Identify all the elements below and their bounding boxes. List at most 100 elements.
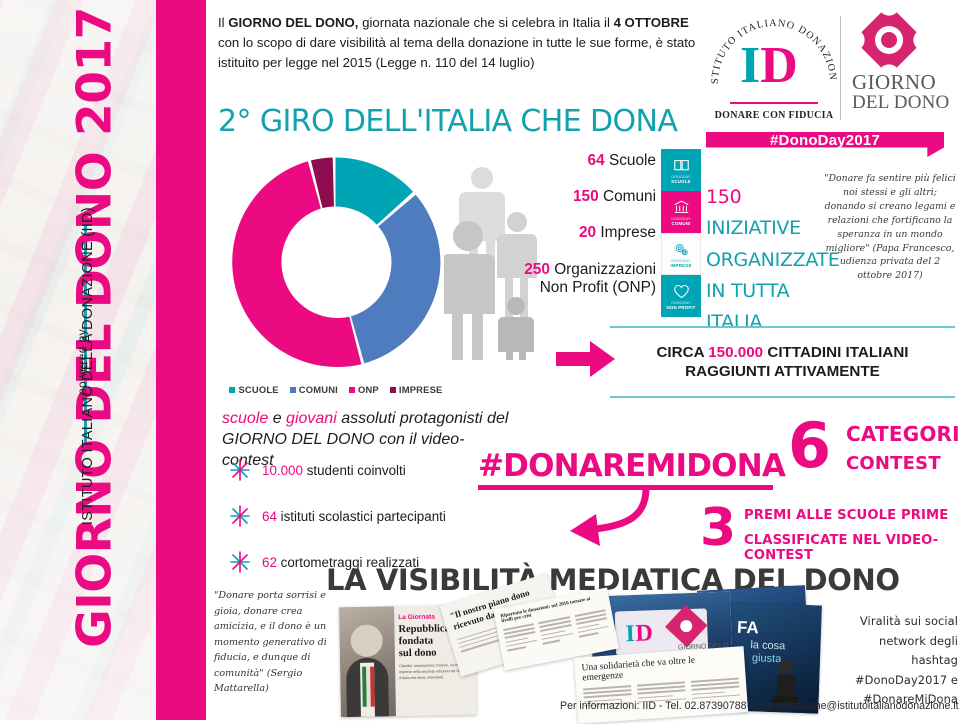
- bullet-number-2: 64: [262, 508, 277, 524]
- intro-text-a: Il: [218, 15, 229, 30]
- list-item-text: 62 cortometraggi realizzati: [262, 555, 419, 570]
- bullet-label-3: cortometraggi realizzati: [276, 554, 420, 570]
- viralita-social-text: Viralità sui social network degli hashta…: [840, 612, 958, 710]
- stat-label-scuole: Scuole: [608, 152, 656, 169]
- list-item: 64 istituti scolastici partecipanti: [228, 504, 528, 528]
- iid-rule: [730, 102, 818, 104]
- contest-three-line-2: CLASSIFICATE NEL VIDEO-CONTEST: [744, 533, 939, 563]
- circa-rule-top: [610, 326, 955, 329]
- badge-label-scuole: SCUOLE: [671, 178, 691, 184]
- badge-top-comuni: DONODAY: [671, 216, 691, 221]
- badge-label-non-profit: NON PROFIT: [666, 304, 696, 310]
- sidebar-divider-line: [84, 215, 87, 443]
- footer-contact-info: Per informazioni: IID - Tel. 02.87390788…: [560, 700, 959, 712]
- contest-number-six: 6: [788, 409, 832, 482]
- asterisk-star-icon: [230, 459, 250, 481]
- press-clip-solidarieta: Una solidarietà che va oltre le emergenz…: [573, 646, 749, 724]
- badge-label-comuni: COMUNI: [671, 220, 691, 226]
- svg-text:I: I: [625, 621, 635, 647]
- iniziative-word-1: INIZIATIVE: [706, 217, 801, 240]
- gdd-wordmark: GIORNO DEL DONO: [852, 70, 950, 114]
- press-clip-repubblica: La Giornata Repubblica fondata sul dono …: [339, 604, 477, 718]
- bullet-number-1: 10.000: [262, 462, 303, 478]
- badge-top-non-profit: DONODAY: [671, 300, 691, 305]
- viralita-line-4: #DonoDay2017 e: [855, 672, 958, 687]
- badge-label-imprese: IMPRESE: [670, 262, 692, 268]
- viralita-line-1: Viralità sui social: [859, 614, 958, 628]
- badge-non-profit: DONODAY NON PROFIT: [661, 275, 701, 317]
- svg-text:giusta: giusta: [752, 652, 783, 665]
- lead-word-rest: assoluti protagonisti del: [336, 410, 509, 427]
- legend-item-comuni: COMUNI: [289, 384, 338, 395]
- giorno-del-dono-logo: GIORNO DEL DONO: [852, 8, 950, 128]
- badge-top-imprese: DONODAY: [671, 258, 691, 263]
- section-heading-giro: 2° GIRO DELL'ITALIA CHE DONA: [218, 104, 678, 139]
- lead-word-e: e: [268, 410, 287, 427]
- intro-text-c: giornata nazionale che si celebra in Ita…: [358, 15, 614, 30]
- people-silhouettes-icon: [444, 167, 537, 360]
- viralita-line-5: #DonareMiDona: [862, 692, 958, 707]
- contest-number-three: 3: [700, 498, 737, 558]
- press-clip-photo: [339, 606, 396, 718]
- asterisk-star-icon: [230, 505, 250, 527]
- badge-comuni: DONODAY COMUNI: [661, 191, 701, 233]
- tv-stage-figures-2: FA la cosa giusta: [737, 618, 799, 704]
- list-item-text: 64 istituti scolastici partecipanti: [262, 509, 446, 524]
- bullet-list: 10.000 studenti coinvolti 64 istituti sc…: [228, 458, 528, 596]
- iniziative-block: 150 INIZIATIVE ORGANIZZATE IN TUTTA ITAL…: [706, 182, 840, 339]
- donut-chart: [218, 150, 453, 375]
- legend-swatch-imprese: [389, 386, 396, 393]
- stat-row-imprese: 20 Imprese: [470, 224, 656, 242]
- legend-label-scuole: SCUOLE: [238, 384, 279, 395]
- viralita-line-2: network degli: [879, 633, 958, 648]
- contest-six-line-1: CATEGORIE: [846, 422, 960, 446]
- stat-label-onp: Organizzazioni: [554, 260, 656, 278]
- circa-number: 150.000: [708, 343, 764, 361]
- contest-three-line-1: PREMI ALLE SCUOLE PRIME: [744, 508, 949, 523]
- press-clippings: FA la cosa giusta I D GIORNO DEL D: [330, 573, 822, 724]
- papa-francesco-quote: "Donare fa sentire più felici noi stessi…: [824, 173, 956, 282]
- mattarella-photo-figure: [346, 624, 389, 718]
- donut-chart-svg: [232, 157, 441, 368]
- circa-rule-bottom: [610, 395, 955, 398]
- stat-number-imprese: 20: [578, 224, 597, 242]
- legend-label-onp: ONP: [357, 384, 379, 395]
- donoday-hashtag-banner: #DonoDay2017: [706, 132, 944, 157]
- intro-paragraph: Il GIORNO DEL DONO, giornata nazionale c…: [218, 13, 698, 73]
- gdd-line-2: DEL DONO: [852, 92, 950, 114]
- stat-label-imprese: Imprese: [600, 224, 656, 242]
- lead-word-giovani: giovani: [286, 410, 337, 427]
- contest-three-labels: PREMI ALLE SCUOLE PRIME CLASSIFICATE NEL…: [744, 508, 960, 563]
- gears-icon: [675, 243, 688, 255]
- legend-swatch-onp: [348, 386, 355, 393]
- iniziative-line-2: ORGANIZZATE: [706, 248, 840, 271]
- circa-pre: CIRCA: [656, 343, 709, 361]
- circa-line-1: CIRCA 150.000 CITTADINI ITALIANI: [656, 343, 908, 362]
- legend-item-scuole: SCUOLE: [229, 384, 279, 395]
- contest-six-labels: CATEGORIE CONTEST: [846, 422, 960, 474]
- arrow-right-icon: [556, 341, 615, 377]
- stat-number-onp: 250: [524, 260, 550, 278]
- donut-slice-comuni: [350, 194, 441, 364]
- badge-top-scuole: DONODAY: [671, 174, 691, 179]
- category-badges: DONODAY SCUOLE DONODAY COMUNI DONODAY IM…: [661, 149, 701, 317]
- pink-accent-stripe: [156, 0, 206, 720]
- chart-legend: SCUOLE COMUNI ONP IMPRESE: [220, 384, 452, 395]
- logo-block: ISTITUTO ITALIANO DONAZIONE ID DONARE CO…: [700, 6, 952, 161]
- heart-icon: [673, 284, 689, 298]
- circa-line-2: RAGGIUNTI ATTIVAMENTE: [685, 363, 880, 380]
- gdd-line-1: GIORNO: [852, 70, 937, 94]
- donut-slice-imprese: [310, 157, 334, 208]
- badge-imprese: DONODAY IMPRESE: [661, 233, 701, 275]
- iid-letter-i: I: [740, 37, 761, 94]
- iid-logo: ISTITUTO ITALIANO DONAZIONE ID DONARE CO…: [710, 10, 838, 128]
- legend-item-imprese: IMPRESE: [389, 384, 443, 395]
- stat-number-scuole: 64: [587, 152, 605, 169]
- iid-monogram: ID: [740, 40, 798, 92]
- svg-text:D: D: [635, 620, 653, 647]
- circa-text: CIRCA 150.000 CITTADINI ITALIANI RAGGIUN…: [656, 328, 908, 395]
- asterisk-star-icon: [230, 551, 250, 573]
- curved-arrow-icon: [570, 487, 650, 546]
- legend-swatch-comuni: [289, 386, 296, 393]
- logo-divider: [840, 16, 842, 120]
